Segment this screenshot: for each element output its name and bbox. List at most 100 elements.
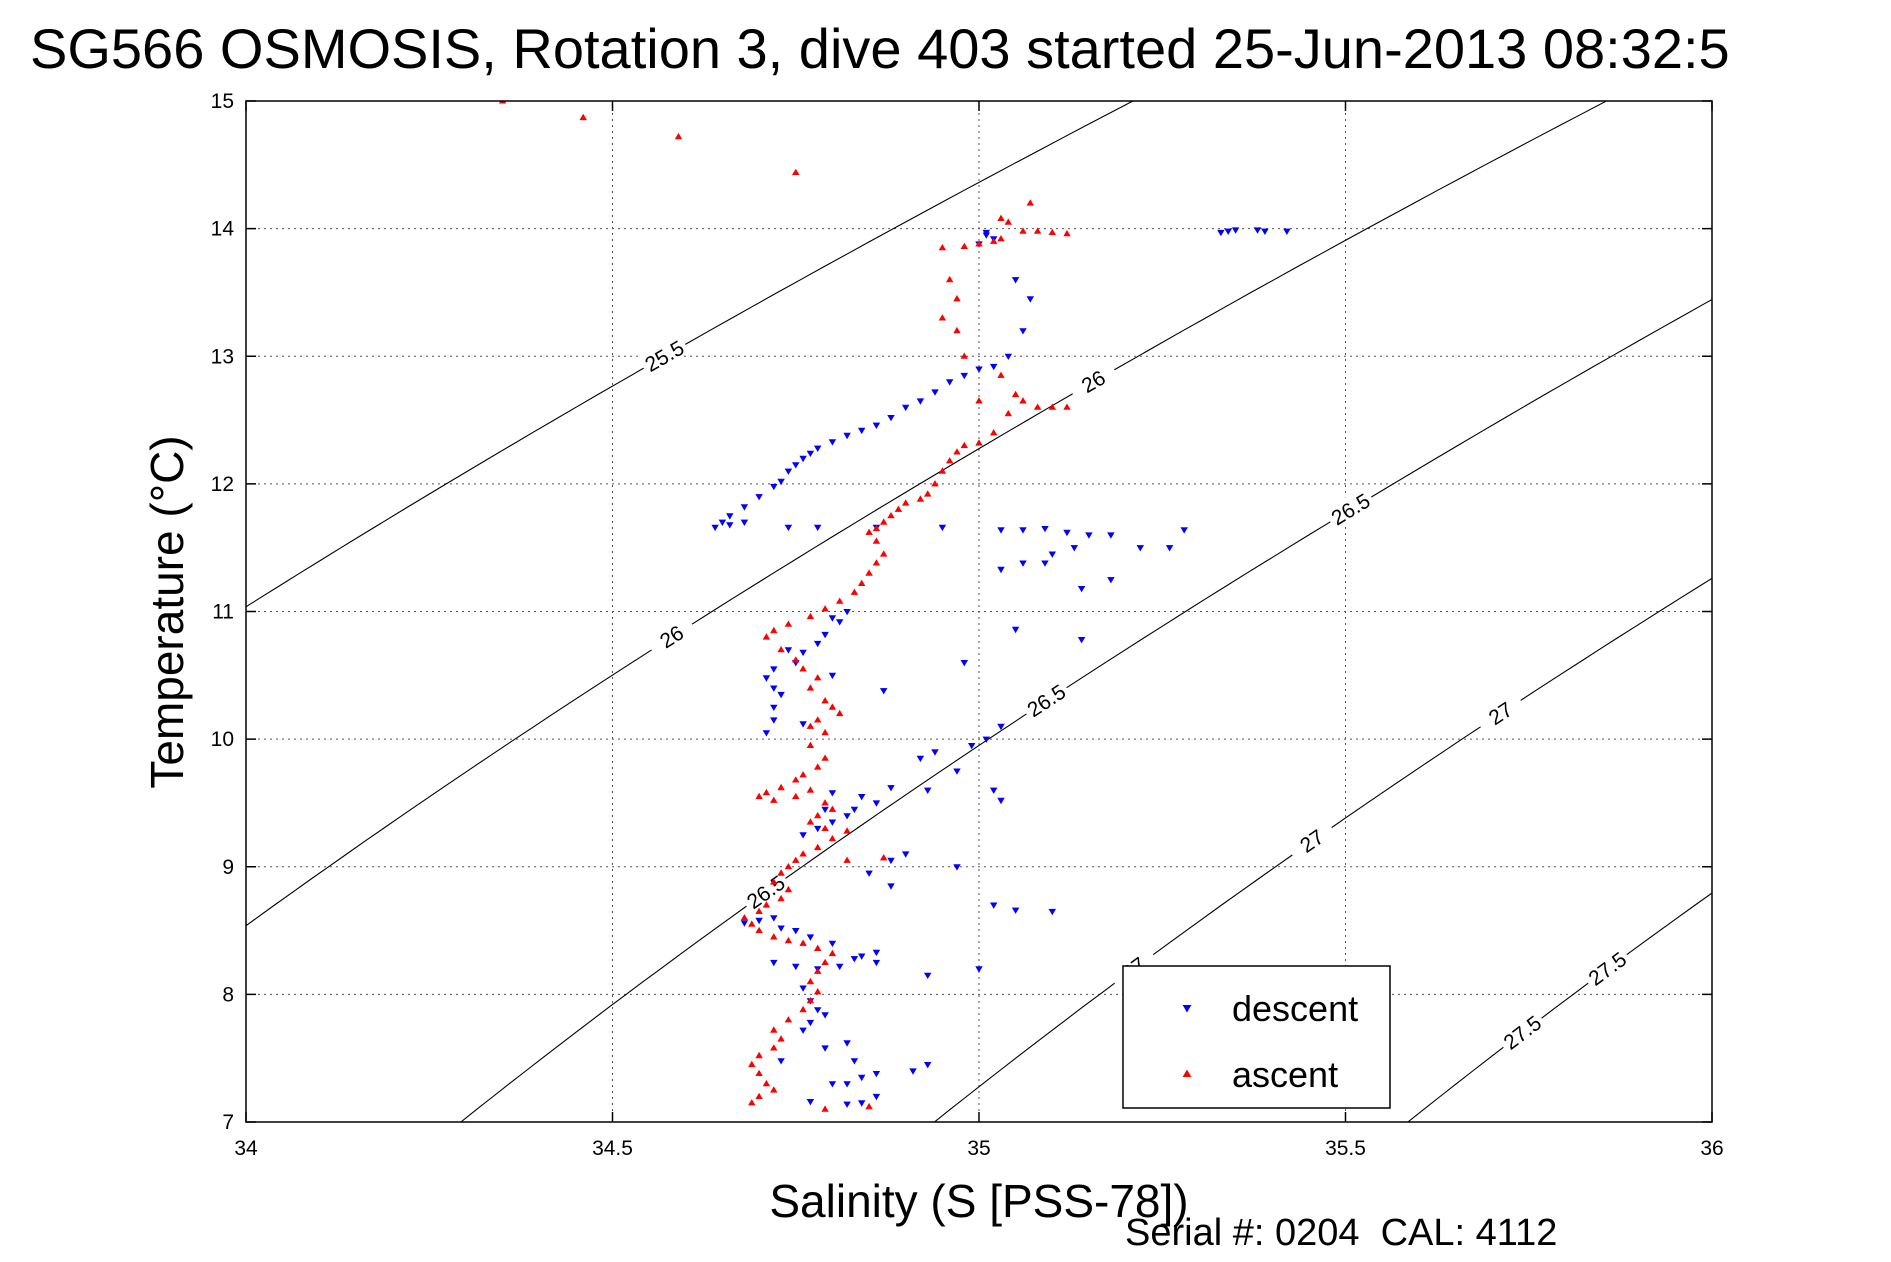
descent-point [865, 870, 873, 877]
descent-point [997, 797, 1005, 805]
ascent-point [806, 818, 815, 825]
isopycnal-label-bg [1495, 1007, 1548, 1055]
ascent-point [953, 448, 961, 455]
descent-point [813, 825, 822, 833]
descent-point [762, 675, 771, 682]
isopycnal-line [460, 298, 1712, 1122]
descent-point [1107, 577, 1115, 584]
descent-point [872, 959, 881, 967]
ascent-point [843, 827, 851, 834]
ascent-point [762, 633, 771, 640]
chart-title: SG566 OSMOSIS, Rotation 3, dive 403 star… [30, 17, 1730, 80]
descent-point [938, 524, 947, 532]
descent-point [1011, 626, 1020, 634]
ascent-point [835, 709, 844, 717]
y-tick-label: 11 [212, 601, 234, 624]
descent-point [989, 363, 998, 371]
ascent-point [755, 926, 763, 934]
descent-point [982, 736, 991, 743]
descent-point [1283, 228, 1291, 235]
ascent-point [821, 754, 829, 761]
descent-point [740, 519, 749, 526]
isopycnal-line [1803, 37, 1891, 1186]
ascent-point [813, 988, 822, 995]
ascent-point [1019, 227, 1027, 234]
descent-point [828, 940, 837, 948]
ascent-point [777, 869, 785, 876]
descent-point [770, 685, 778, 692]
descent-point [806, 1019, 815, 1027]
ascent-point [755, 1092, 763, 1099]
descent-point [821, 806, 829, 814]
ascent-point [813, 843, 822, 851]
data-points [498, 101, 1291, 1112]
ascent-point [938, 244, 947, 251]
descent-point [843, 608, 851, 616]
descent-point [850, 1058, 859, 1065]
descent-point [1077, 636, 1086, 644]
ascent-point [770, 626, 778, 634]
ascent-point [806, 684, 815, 691]
descent-point [1011, 277, 1020, 284]
ascent-point [865, 1102, 873, 1110]
isopycnal-line [1407, 892, 1712, 1122]
ascent-point [850, 588, 859, 595]
isopycnal-label-bg [1019, 676, 1072, 722]
descent-point [806, 1099, 815, 1106]
ascent-point [997, 235, 1005, 242]
descent-point [1019, 527, 1027, 534]
ascent-point [777, 894, 785, 902]
ascent-point [997, 214, 1005, 221]
y-axis-label: Temperature (°C) [141, 435, 193, 788]
ascent-point [784, 1016, 793, 1023]
y-tick-label: 15 [211, 90, 234, 113]
y-tick-label: 9 [222, 856, 234, 879]
ascent-point [960, 242, 969, 249]
descent-point [821, 631, 829, 639]
ascent-point [762, 788, 771, 796]
isopycnal-line [246, 101, 1135, 608]
descent-point [799, 455, 807, 463]
ascent-point [975, 240, 983, 247]
descent-point [799, 721, 807, 728]
descent-point [711, 524, 719, 532]
descent-point [909, 1068, 917, 1075]
ascent-point [755, 907, 763, 915]
ascent-point [916, 495, 925, 502]
descent-point [872, 800, 881, 807]
descent-point [843, 813, 851, 820]
y-tick-label: 12 [211, 473, 234, 496]
ascent-point [770, 796, 778, 803]
ascent-point [748, 1060, 756, 1068]
ascent-point [755, 1069, 763, 1076]
ascent-point [799, 850, 807, 857]
descent-point [770, 959, 778, 967]
descent-point [1261, 228, 1269, 235]
descent-point [989, 902, 998, 909]
descent-point [1224, 228, 1232, 235]
ascent-point [777, 646, 785, 653]
x-tick-label: 34 [234, 1137, 258, 1160]
ascent-point [813, 967, 822, 974]
descent-point [1048, 908, 1057, 916]
ascent-point [674, 132, 683, 140]
ascent-point [770, 878, 778, 885]
ascent-point [784, 885, 793, 893]
isopycnal-line [933, 577, 1712, 1122]
descent-point [791, 963, 800, 971]
descent-point [1019, 328, 1027, 335]
descent-point [777, 691, 785, 699]
ascent-point [762, 1079, 771, 1087]
descent-point [975, 966, 983, 973]
ascent-point [740, 914, 749, 921]
descent-point [770, 717, 778, 724]
ascent-point [770, 1086, 778, 1093]
descent-point [799, 985, 807, 992]
isopycnal-label-bg [1066, 358, 1119, 402]
ascent-point [748, 1099, 756, 1106]
descent-point [953, 768, 961, 775]
descent-point [975, 366, 983, 373]
descent-point [960, 372, 969, 380]
ascent-point [806, 977, 815, 985]
